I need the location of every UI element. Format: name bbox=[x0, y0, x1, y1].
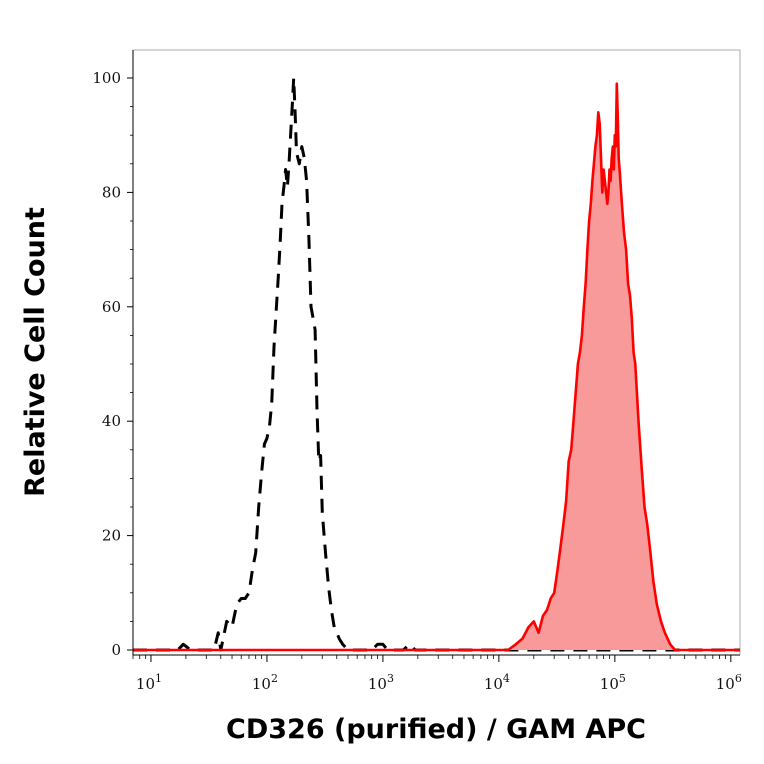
x-tick-label: 102 bbox=[252, 672, 278, 693]
y-tick-label: 40 bbox=[102, 412, 121, 430]
x-tick-label: 104 bbox=[484, 672, 510, 693]
x-tick-label: 105 bbox=[600, 672, 626, 693]
series-line-dashed bbox=[133, 76, 740, 652]
series-line bbox=[133, 82, 740, 652]
x-tick-label: 103 bbox=[368, 672, 394, 693]
y-tick-label: 100 bbox=[92, 69, 121, 87]
x-tick-label: 106 bbox=[716, 672, 742, 693]
x-axis-title: CD326 (purified) / GAM APC bbox=[226, 714, 646, 745]
tick-labels: 0 20 40 60 80 100 101 102 103 104 105 106 bbox=[92, 69, 742, 693]
x-tick-label: 101 bbox=[136, 672, 162, 693]
series-fill bbox=[133, 83, 740, 650]
y-tick-label: 60 bbox=[102, 298, 121, 316]
y-axis-title: Relative Cell Count bbox=[20, 207, 51, 497]
series-layer bbox=[133, 76, 740, 652]
y-tick-label: 20 bbox=[102, 527, 121, 545]
y-tick-label: 80 bbox=[102, 183, 121, 201]
y-tick-label: 0 bbox=[111, 641, 121, 659]
